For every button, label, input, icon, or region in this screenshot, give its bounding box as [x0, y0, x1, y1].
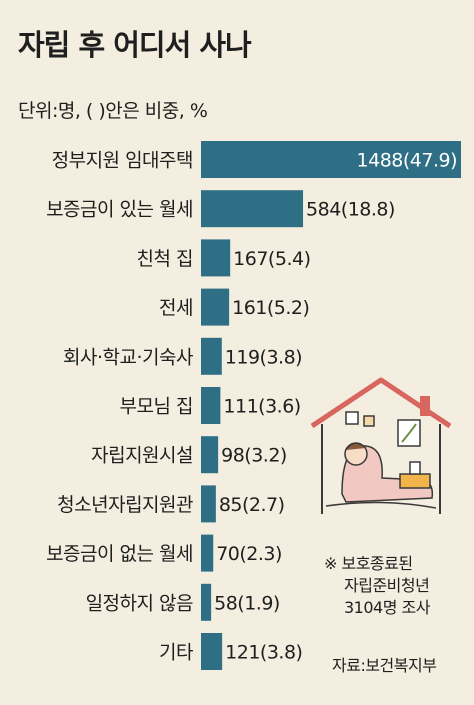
- chart-title: 자립 후 어디서 사나: [18, 28, 252, 62]
- bar-8: [201, 534, 214, 572]
- category-label: 친척 집: [137, 248, 193, 270]
- category-label: 자립지원시설: [91, 445, 193, 467]
- value-label: 121(3.8): [225, 642, 302, 664]
- value-label: 1488(47.9): [357, 150, 457, 172]
- value-label: 85(2.7): [219, 494, 285, 516]
- category-label: 회사·학교·기숙사: [63, 346, 193, 368]
- bar-7: [201, 485, 216, 523]
- category-label: 보증금이 있는 월세: [46, 199, 193, 221]
- bar-5: [201, 387, 221, 424]
- category-label: 정부지원 임대주택: [52, 150, 193, 172]
- bar-6: [201, 436, 219, 474]
- category-label: 기타: [159, 642, 193, 664]
- category-label: 부모님 집: [120, 396, 193, 418]
- bar-3: [201, 288, 230, 326]
- value-label: 161(5.2): [232, 297, 309, 319]
- category-label: 전세: [159, 297, 193, 319]
- bar-10: [201, 633, 223, 670]
- category-label: 일정하지 않음: [86, 592, 193, 614]
- note-line-1: ※ 보호종료된: [324, 554, 413, 573]
- note-line-2: 자립준비청년: [344, 576, 430, 595]
- category-label: 보증금이 없는 월세: [46, 543, 193, 565]
- bar-2: [201, 239, 231, 277]
- bar-0: [201, 141, 461, 178]
- category-label: 청소년자립지원관: [57, 494, 193, 516]
- note-line-3: 3104명 조사: [344, 598, 430, 617]
- survey-note: ※ 보호종료된 자립준비청년 3104명 조사: [324, 553, 430, 619]
- value-label: 58(1.9): [214, 592, 280, 614]
- value-label: 70(2.3): [216, 543, 282, 565]
- bar-1: [201, 190, 304, 228]
- value-label: 111(3.6): [223, 396, 300, 418]
- house-illustration: [310, 377, 452, 514]
- bar-9: [201, 583, 212, 621]
- source-label: 자료:보건복지부: [332, 656, 437, 675]
- value-label: 119(3.8): [225, 346, 302, 368]
- value-label: 584(18.8): [306, 199, 395, 221]
- value-label: 98(3.2): [221, 445, 287, 467]
- unit-note: 단위:명, ( )안은 비중, %: [18, 100, 208, 122]
- bar-4: [201, 337, 222, 375]
- value-label: 167(5.4): [233, 248, 310, 270]
